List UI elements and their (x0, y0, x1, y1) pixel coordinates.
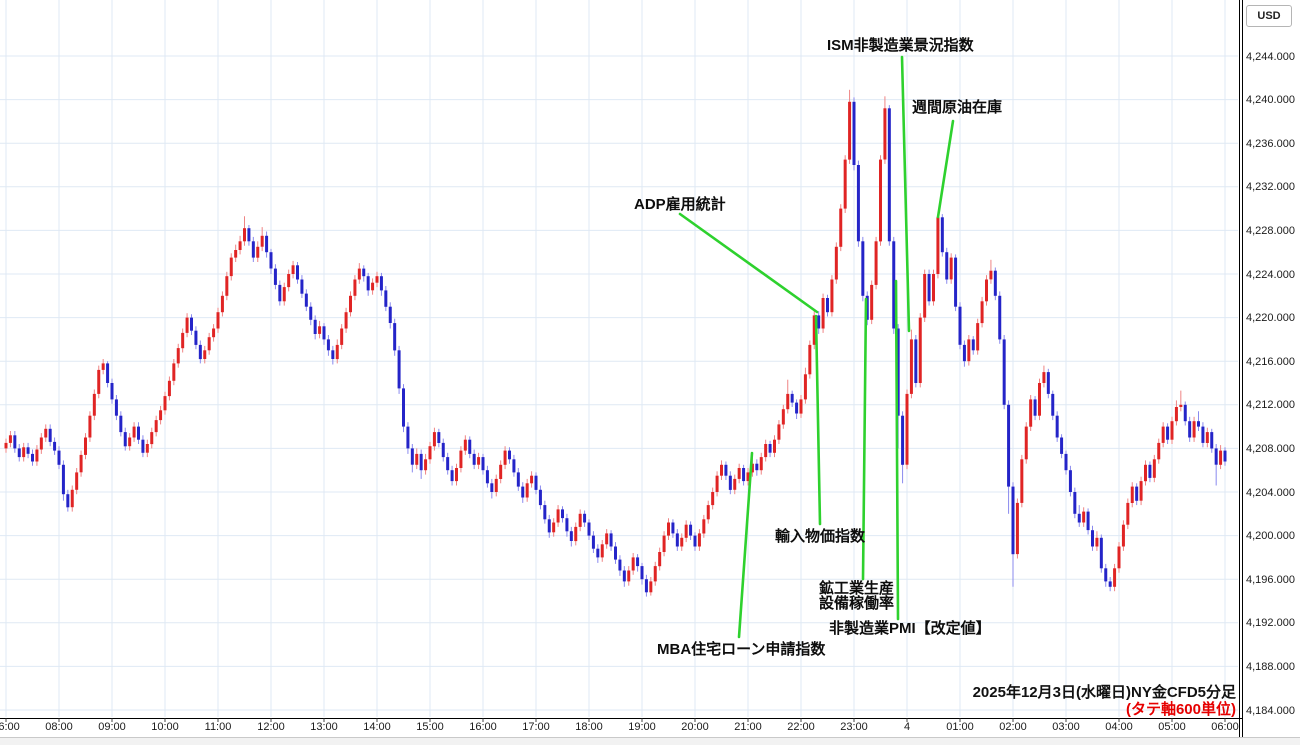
currency-label: USD (1257, 10, 1281, 22)
price-tick-label: 4,232.000 (1246, 181, 1295, 194)
time-tick-label: 21:00 (734, 721, 762, 733)
bottom-scrollbar-track[interactable] (0, 737, 1300, 745)
price-tick-label: 4,184.000 (1246, 704, 1295, 717)
price-tick-label: 4,224.000 (1246, 268, 1295, 281)
y-axis: 4,244.000 4,240.000 4,236.000 4,232.000 4,22… (1244, 0, 1300, 718)
time-tick-label: 05:00 (1158, 721, 1186, 733)
chart-caption-date: 2025年12月3日(水曜日)NY金CFD5分足 (972, 684, 1236, 701)
price-tick-label: 4,212.000 (1246, 399, 1295, 412)
time-tick-label: 09:00 (98, 721, 126, 733)
price-tick-label: 4,188.000 (1246, 660, 1295, 673)
time-tick-label: 06:00 (1211, 721, 1239, 733)
price-tick-label: 4,240.000 (1246, 94, 1295, 107)
price-tick-label: 4,236.000 (1246, 137, 1295, 150)
annotation-industrial-production-line1: 鉱工業生産 (819, 580, 895, 597)
price-tick-label: 4,216.000 (1246, 355, 1295, 368)
time-tick-label: 19:00 (628, 721, 656, 733)
time-tick-label: 22:00 (787, 721, 815, 733)
time-tick-label: 15:00 (416, 721, 444, 733)
time-tick-label: 03:00 (1052, 721, 1080, 733)
x-axis: 06:00 08:00 09:00 10:00 11:00 12:00 13:00 14:00… (0, 719, 1239, 736)
time-tick-label: 13:00 (310, 721, 338, 733)
time-tick-label: 14:00 (363, 721, 391, 733)
annotation-weekly-crude-oil-inventories: 週間原油在庫 (912, 99, 1003, 116)
price-tick-label: 4,220.000 (1246, 312, 1295, 325)
annotation-mba-mortgage-applications: MBA住宅ローン申請指数 (657, 641, 826, 658)
annotation-ism-non-manufacturing-index: ISM非製造業景況指数 (827, 37, 974, 54)
annotation-import-price-index: 輸入物価指数 (775, 528, 866, 545)
time-tick-label: 11:00 (204, 721, 232, 733)
time-tick-label: 17:00 (522, 721, 550, 733)
time-tick-label: 10:00 (151, 721, 179, 733)
price-tick-label: 4,208.000 (1246, 442, 1295, 455)
price-tick-label: 4,200.000 (1246, 530, 1295, 543)
annotation-industrial-production: 鉱工業生産 設備稼働率 (819, 581, 894, 611)
annotation-industrial-production-line2: 設備稼働率 (819, 595, 895, 612)
time-tick-label: 20:00 (681, 721, 709, 733)
annotation-non-manufacturing-pmi-revised: 非製造業PMI【改定値】 (829, 620, 991, 637)
time-tick-label: 16:00 (469, 721, 497, 733)
annotation-adp-employment: ADP雇用統計 (634, 196, 726, 213)
price-tick-label: 4,196.000 (1246, 573, 1295, 586)
time-tick-label: 02:00 (999, 721, 1027, 733)
price-tick-label: 4,204.000 (1246, 486, 1295, 499)
time-tick-label: 23:00 (840, 721, 868, 733)
time-tick-label: 18:00 (575, 721, 603, 733)
price-tick-label: 4,244.000 (1246, 50, 1295, 63)
price-tick-label: 4,228.000 (1246, 224, 1295, 237)
time-tick-label: 4 (903, 721, 911, 733)
time-tick-label: 06:00 (0, 721, 20, 733)
time-tick-label: 12:00 (257, 721, 285, 733)
axis-scale-note: (タテ軸600単位) (1125, 701, 1236, 718)
time-tick-label: 08:00 (45, 721, 73, 733)
price-tick-label: 4,192.000 (1246, 617, 1295, 630)
currency-tab[interactable]: USD (1246, 5, 1292, 27)
time-tick-label: 04:00 (1105, 721, 1133, 733)
time-tick-label: 01:00 (946, 721, 974, 733)
